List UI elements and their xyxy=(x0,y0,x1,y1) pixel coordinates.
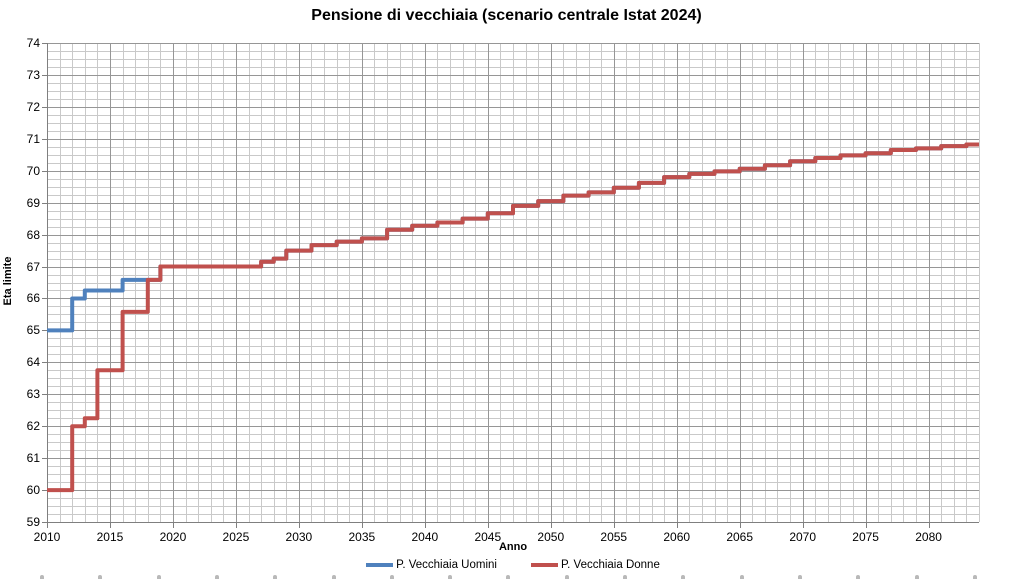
legend-swatch-donne-icon xyxy=(530,563,558,567)
x-tick-label: 2040 xyxy=(411,530,439,544)
x-tick-label: 2030 xyxy=(285,530,313,544)
y-tick-label: 71 xyxy=(26,131,40,146)
y-tick-label: 60 xyxy=(26,483,40,498)
y-tick-label: 62 xyxy=(26,419,40,434)
x-tick-label: 2060 xyxy=(663,530,691,544)
x-tick-label: 2080 xyxy=(915,530,942,544)
series-line-donne[interactable] xyxy=(47,142,979,493)
bottom-artifact-mark xyxy=(98,575,103,579)
y-tick-label: 59 xyxy=(26,515,40,529)
y-tick-label: 68 xyxy=(26,227,40,242)
y-tick-label: 74 xyxy=(26,36,40,50)
bottom-artifact-mark xyxy=(448,575,453,579)
bottom-artifact-mark xyxy=(623,575,627,579)
bottom-artifact-mark xyxy=(681,575,686,579)
y-tick-label: 72 xyxy=(26,99,40,114)
legend[interactable]: P. Vecchiaia Uomini P. Vecchiaia Donne xyxy=(0,557,1013,573)
bottom-artifact-mark xyxy=(856,575,861,579)
bottom-artifact-mark xyxy=(214,575,219,579)
y-tick-label: 66 xyxy=(26,291,40,306)
y-tick-label: 73 xyxy=(26,67,40,82)
x-tick-label: 2050 xyxy=(537,530,565,544)
y-tick-label: 69 xyxy=(26,195,40,210)
bottom-artifact-mark xyxy=(506,575,511,579)
legend-swatch-uomini-icon xyxy=(366,563,394,567)
x-tick-label: 2015 xyxy=(96,530,124,544)
bottom-artifact-mark xyxy=(273,575,278,579)
x-tick-label: 2075 xyxy=(852,530,879,544)
y-tick-label: 61 xyxy=(26,451,40,466)
y-tick-label: 67 xyxy=(26,259,40,274)
legend-label-uomini: P. Vecchiaia Uomini xyxy=(396,559,497,571)
bottom-artifact-mark xyxy=(739,575,744,579)
y-tick-label: 70 xyxy=(26,163,40,178)
legend-item-donne[interactable]: P. Vecchiaia Donne xyxy=(530,559,660,571)
y-axis-title[interactable]: Eta limite xyxy=(2,256,14,306)
x-tick-label: 2035 xyxy=(348,530,376,544)
x-tick-label: 2070 xyxy=(789,530,817,544)
bottom-artifact-mark xyxy=(156,575,161,579)
x-tick-label: 2020 xyxy=(159,530,187,544)
x-tick-label: 2065 xyxy=(726,530,754,544)
bottom-artifact-mark xyxy=(914,575,919,579)
bottom-artifact-mark xyxy=(972,575,977,579)
x-tick-label: 2010 xyxy=(33,530,61,544)
chart-title[interactable]: Pensione di vecchiaia (scenario centrale… xyxy=(311,7,702,24)
x-tick-label: 2055 xyxy=(600,530,628,544)
y-tick-label: 63 xyxy=(26,387,40,402)
x-axis-title[interactable]: Anno xyxy=(498,541,528,553)
bottom-artifact-mark xyxy=(797,575,802,579)
bottom-artifact-mark xyxy=(389,575,394,579)
legend-label-donne: P. Vecchiaia Donne xyxy=(560,559,660,571)
y-tick-label: 64 xyxy=(26,355,40,370)
x-tick-label: 2045 xyxy=(474,530,502,544)
bottom-artifact-mark xyxy=(564,575,569,579)
x-tick-label: 2025 xyxy=(222,530,250,544)
y-tick-label: 65 xyxy=(26,323,40,338)
bottom-artifact-mark xyxy=(331,575,336,579)
bottom-artifact-mark xyxy=(40,575,44,579)
legend-item-uomini[interactable]: P. Vecchiaia Uomini xyxy=(366,559,497,571)
